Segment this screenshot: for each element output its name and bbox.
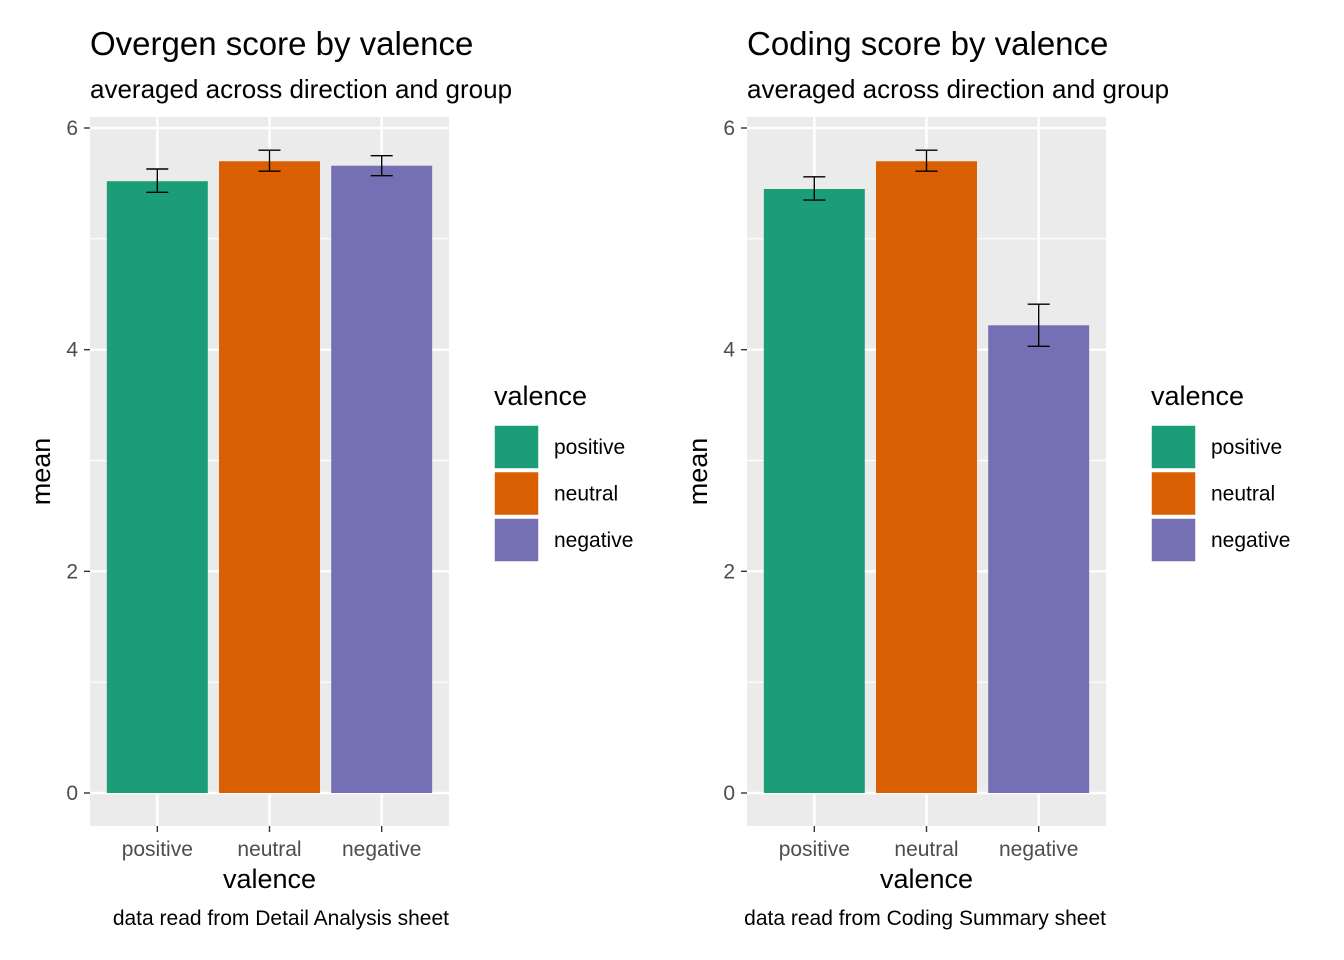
error-bar-neutral	[258, 149, 281, 172]
x-tick-label: positive	[779, 838, 850, 861]
y-tick-label: 4	[66, 339, 78, 362]
chart-title: Overgen score by valence	[90, 25, 473, 62]
y-tick-label: 0	[66, 782, 78, 805]
legend-label-positive: positive	[554, 436, 625, 459]
x-tick-label: neutral	[237, 838, 301, 861]
legend-key-negative	[1150, 517, 1197, 563]
chart-caption: data read from Coding Summary sheet	[744, 907, 1106, 930]
y-tick-label: 2	[723, 560, 735, 583]
x-tick-label: negative	[342, 838, 421, 861]
legend-label-positive: positive	[1211, 436, 1282, 459]
legend-label-negative: negative	[1211, 529, 1290, 552]
legend: valence positive neutral negative	[493, 381, 633, 563]
legend: valence positive neutral negative	[1150, 381, 1290, 563]
y-axis-title: mean	[26, 438, 56, 506]
legend-title: valence	[494, 381, 587, 411]
bar-positive	[763, 188, 865, 794]
bar-negative	[331, 165, 433, 793]
x-tick-label: positive	[122, 838, 193, 861]
x-axis-title: valence	[223, 864, 316, 894]
error-bar-positive	[803, 176, 826, 201]
legend-label-neutral: neutral	[554, 483, 618, 506]
bar-negative	[988, 325, 1090, 793]
y-tick-label: 4	[723, 339, 735, 362]
legend-key-positive	[493, 424, 540, 470]
y-tick-label: 6	[723, 117, 735, 140]
bar-positive	[106, 181, 208, 793]
chart-subtitle: averaged across direction and group	[90, 74, 512, 104]
y-axis-title: mean	[683, 438, 713, 506]
chart-subtitle: averaged across direction and group	[747, 74, 1169, 104]
error-bar-neutral	[915, 149, 938, 172]
legend-key-neutral	[1150, 470, 1197, 517]
bar-neutral	[876, 161, 977, 793]
legend-label-neutral: neutral	[1211, 483, 1275, 506]
x-tick-label: negative	[999, 838, 1078, 861]
legend-label-negative: negative	[554, 529, 633, 552]
legend-key-negative	[493, 517, 540, 563]
legend-title: valence	[1151, 381, 1244, 411]
legend-key-positive	[1150, 424, 1197, 470]
legend-key-neutral	[493, 470, 540, 517]
chart-1: Overgen score by valence averaged across …	[26, 25, 633, 930]
x-axis-title: valence	[880, 864, 973, 894]
chart-caption: data read from Detail Analysis sheet	[113, 907, 449, 930]
chart-2: Coding score by valence averaged across d…	[683, 25, 1290, 930]
x-tick-label: neutral	[894, 838, 958, 861]
error-bar-negative	[370, 155, 393, 177]
error-bar-positive	[146, 168, 169, 193]
error-bar-negative	[1027, 303, 1050, 348]
bar-neutral	[219, 161, 320, 793]
y-tick-label: 0	[723, 782, 735, 805]
y-tick-label: 6	[66, 117, 78, 140]
y-tick-label: 2	[66, 560, 78, 583]
chart-title: Coding score by valence	[747, 25, 1108, 62]
